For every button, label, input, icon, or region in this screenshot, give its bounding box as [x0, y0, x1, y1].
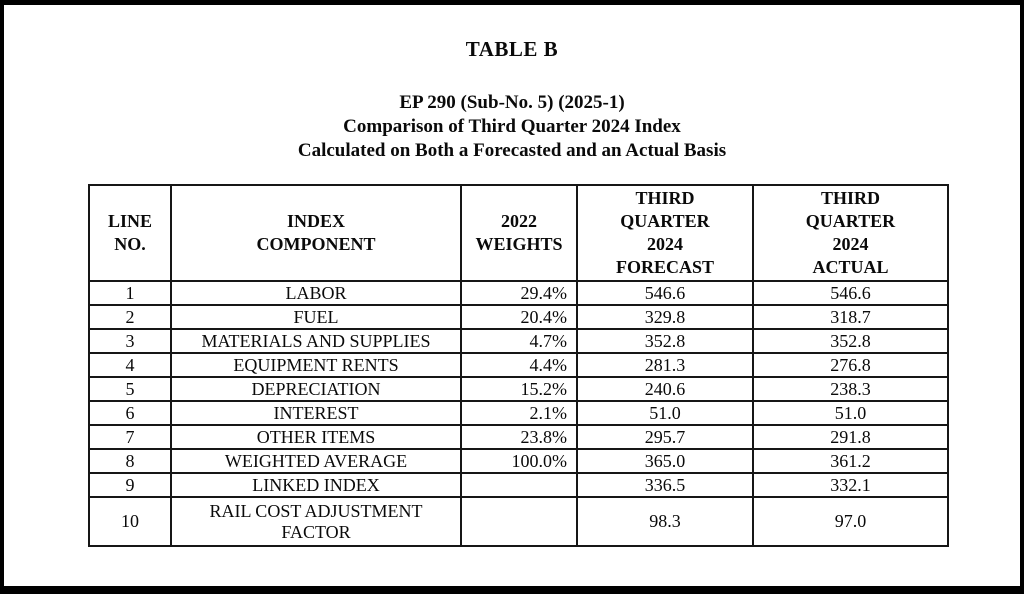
cell-weight	[460, 472, 578, 498]
cell-component: LABOR	[170, 280, 462, 306]
cell-line-no: 2	[88, 304, 172, 330]
table-row: 1 LABOR 29.4% 546.6 546.6	[88, 280, 949, 306]
cell-forecast: 51.0	[576, 400, 754, 426]
cell-weight: 2.1%	[460, 400, 578, 426]
cell-line-no: 3	[88, 328, 172, 354]
cell-forecast: 240.6	[576, 376, 754, 402]
cell-weight: 4.4%	[460, 352, 578, 378]
table-subtitle: EP 290 (Sub-No. 5) (2025-1) Comparison o…	[4, 91, 1020, 163]
cell-weight: 15.2%	[460, 376, 578, 402]
cell-line-no: 5	[88, 376, 172, 402]
cell-forecast: 365.0	[576, 448, 754, 474]
cell-weight: 29.4%	[460, 280, 578, 306]
col-header-actual: THIRD QUARTER 2024 ACTUAL	[752, 184, 949, 282]
cell-component: INTEREST	[170, 400, 462, 426]
cell-line-no: 6	[88, 400, 172, 426]
cell-forecast: 336.5	[576, 472, 754, 498]
cell-weight: 20.4%	[460, 304, 578, 330]
cell-component: OTHER ITEMS	[170, 424, 462, 450]
cell-line-no: 7	[88, 424, 172, 450]
table-row: 8 WEIGHTED AVERAGE 100.0% 365.0 361.2	[88, 448, 949, 474]
col-header-component: INDEX COMPONENT	[170, 184, 462, 282]
table-header-row: LINE NO. INDEX COMPONENT 2022 WEIGHTS TH…	[88, 184, 949, 282]
cell-actual: 318.7	[752, 304, 949, 330]
document-page: TABLE B EP 290 (Sub-No. 5) (2025-1) Comp…	[4, 5, 1020, 586]
cell-forecast: 546.6	[576, 280, 754, 306]
cell-component: FUEL	[170, 304, 462, 330]
cell-forecast: 281.3	[576, 352, 754, 378]
cell-forecast: 295.7	[576, 424, 754, 450]
table-row: 2 FUEL 20.4% 329.8 318.7	[88, 304, 949, 330]
cell-actual: 238.3	[752, 376, 949, 402]
cell-component: DEPRECIATION	[170, 376, 462, 402]
cell-actual: 291.8	[752, 424, 949, 450]
cell-actual: 361.2	[752, 448, 949, 474]
table-row: 3 MATERIALS AND SUPPLIES 4.7% 352.8 352.…	[88, 328, 949, 354]
cell-component: WEIGHTED AVERAGE	[170, 448, 462, 474]
col-header-line-no: LINE NO.	[88, 184, 172, 282]
cell-component: RAIL COST ADJUSTMENT FACTOR	[170, 496, 462, 547]
cell-actual: 276.8	[752, 352, 949, 378]
cell-actual: 352.8	[752, 328, 949, 354]
cell-component: MATERIALS AND SUPPLIES	[170, 328, 462, 354]
cell-line-no: 10	[88, 496, 172, 547]
table-row: 7 OTHER ITEMS 23.8% 295.7 291.8	[88, 424, 949, 450]
cell-actual: 546.6	[752, 280, 949, 306]
cell-actual: 51.0	[752, 400, 949, 426]
cell-line-no: 4	[88, 352, 172, 378]
table-title: TABLE B	[465, 37, 559, 61]
cell-line-no: 8	[88, 448, 172, 474]
table-row: 9 LINKED INDEX 336.5 332.1	[88, 472, 949, 498]
table-row: 6 INTEREST 2.1% 51.0 51.0	[88, 400, 949, 426]
subtitle-basis-line: Calculated on Both a Forecasted and an A…	[297, 140, 727, 161]
cell-line-no: 9	[88, 472, 172, 498]
table-row: 5 DEPRECIATION 15.2% 240.6 238.3	[88, 376, 949, 402]
index-comparison-table: LINE NO. INDEX COMPONENT 2022 WEIGHTS TH…	[88, 184, 949, 547]
table-row: 10 RAIL COST ADJUSTMENT FACTOR 98.3 97.0	[88, 496, 949, 547]
cell-forecast: 98.3	[576, 496, 754, 547]
table-row: 4 EQUIPMENT RENTS 4.4% 281.3 276.8	[88, 352, 949, 378]
cell-forecast: 329.8	[576, 304, 754, 330]
col-header-forecast: THIRD QUARTER 2024 FORECAST	[576, 184, 754, 282]
cell-weight: 4.7%	[460, 328, 578, 354]
subtitle-docket-line: EP 290 (Sub-No. 5) (2025-1)	[399, 92, 625, 113]
cell-actual: 97.0	[752, 496, 949, 547]
cell-component: LINKED INDEX	[170, 472, 462, 498]
col-header-weights: 2022 WEIGHTS	[460, 184, 578, 282]
cell-forecast: 352.8	[576, 328, 754, 354]
cell-weight: 100.0%	[460, 448, 578, 474]
cell-weight	[460, 496, 578, 547]
cell-line-no: 1	[88, 280, 172, 306]
cell-weight: 23.8%	[460, 424, 578, 450]
cell-actual: 332.1	[752, 472, 949, 498]
subtitle-comparison-line: Comparison of Third Quarter 2024 Index	[343, 116, 681, 137]
cell-component: EQUIPMENT RENTS	[170, 352, 462, 378]
